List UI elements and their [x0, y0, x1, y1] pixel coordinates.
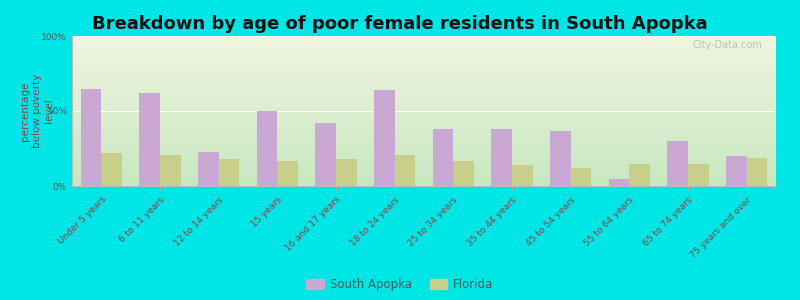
Legend: South Apopka, Florida: South Apopka, Florida — [306, 278, 494, 291]
Bar — [394, 154, 415, 186]
Text: City-Data.com: City-Data.com — [692, 40, 762, 50]
Bar — [315, 123, 336, 186]
Bar — [609, 178, 630, 186]
Bar — [198, 152, 218, 186]
Bar — [726, 156, 746, 186]
Bar — [512, 165, 533, 186]
Bar — [81, 88, 102, 186]
Text: Breakdown by age of poor female residents in South Apopka: Breakdown by age of poor female resident… — [92, 15, 708, 33]
Bar — [218, 159, 239, 186]
Bar — [746, 158, 767, 186]
Y-axis label: percentage
below poverty
level: percentage below poverty level — [21, 74, 54, 148]
Bar — [454, 160, 474, 186]
Bar — [102, 153, 122, 186]
Bar — [257, 111, 278, 186]
Bar — [667, 141, 688, 186]
Bar — [688, 164, 709, 186]
Bar — [630, 164, 650, 186]
Bar — [336, 159, 357, 186]
Bar — [139, 93, 160, 186]
Bar — [160, 154, 181, 186]
Bar — [570, 168, 591, 186]
Bar — [550, 130, 570, 186]
Bar — [278, 160, 298, 186]
Bar — [374, 90, 394, 186]
Bar — [491, 129, 512, 186]
Bar — [433, 129, 454, 186]
